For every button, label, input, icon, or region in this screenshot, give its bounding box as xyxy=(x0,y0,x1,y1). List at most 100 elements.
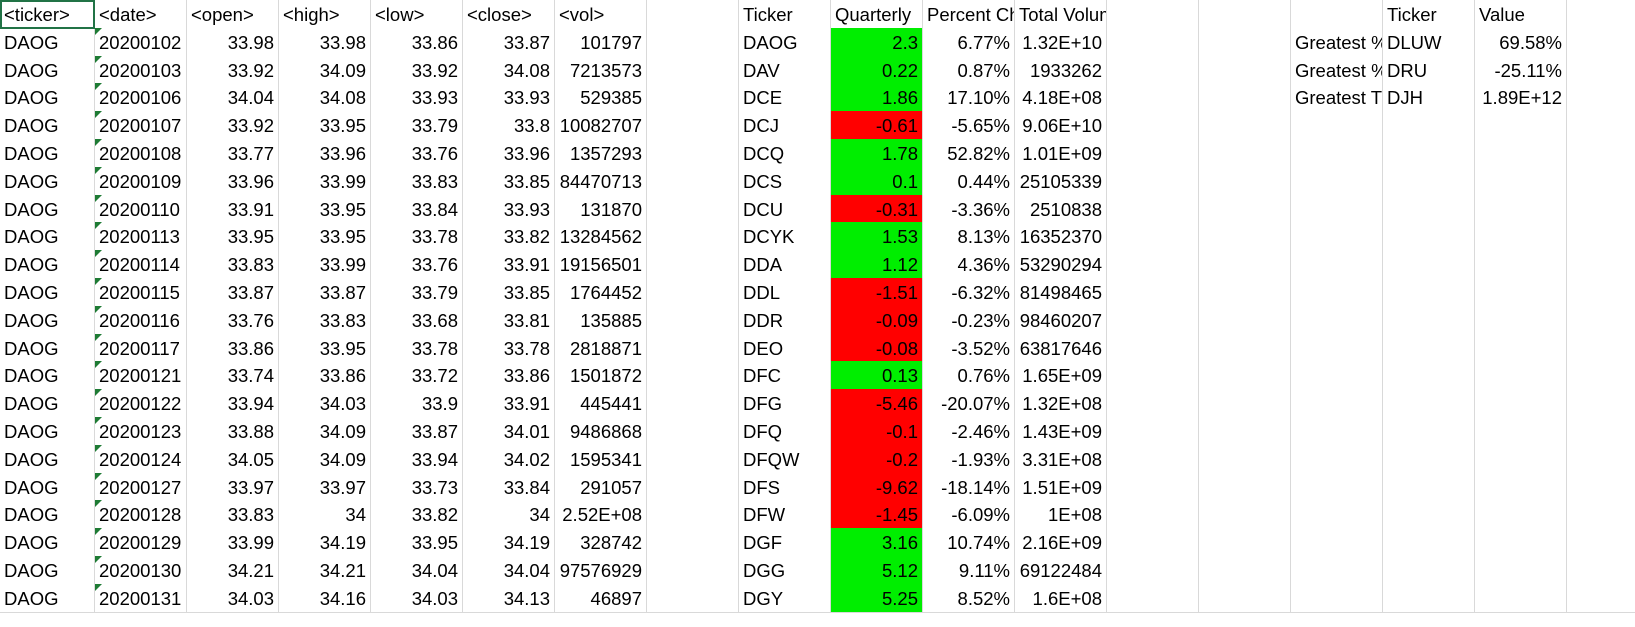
cell-blank-n[interactable] xyxy=(1199,250,1291,280)
cell-blank-r[interactable] xyxy=(1567,583,1635,613)
cell-percent-change[interactable]: -6.32% xyxy=(923,278,1015,307)
cell-blank-n[interactable] xyxy=(1199,528,1291,558)
cell-greatest-label[interactable] xyxy=(1291,528,1383,558)
header-cell-blank-r[interactable] xyxy=(1567,0,1635,29)
cell-date[interactable]: 20200124 xyxy=(95,444,187,474)
cell-low[interactable]: 33.72 xyxy=(371,361,463,391)
cell-ticker[interactable]: DAOG xyxy=(0,417,95,446)
cell-greatest-value[interactable] xyxy=(1475,222,1567,252)
cell-total-volume[interactable]: 1.43E+09 xyxy=(1015,417,1107,446)
cell-total-volume[interactable]: 3.31E+08 xyxy=(1015,444,1107,474)
cell-percent-change[interactable]: -18.14% xyxy=(923,472,1015,502)
cell-blank-h[interactable] xyxy=(647,500,739,530)
cell-blank-n[interactable] xyxy=(1199,444,1291,474)
cell-quarterly-change[interactable]: -1.51 xyxy=(831,278,923,307)
cell-close[interactable]: 33.81 xyxy=(463,305,555,335)
cell-quarterly-change[interactable]: -0.09 xyxy=(831,305,923,335)
cell-blank-h[interactable] xyxy=(647,166,739,196)
cell-high[interactable]: 33.87 xyxy=(279,278,371,307)
cell-open[interactable]: 33.98 xyxy=(187,27,279,57)
cell-blank-r[interactable] xyxy=(1567,166,1635,196)
cell-total-volume[interactable]: 1933262 xyxy=(1015,55,1107,85)
cell-date[interactable]: 20200102 xyxy=(95,27,187,57)
cell-greatest-ticker[interactable] xyxy=(1383,111,1475,141)
cell-blank-r[interactable] xyxy=(1567,250,1635,280)
cell-vol[interactable]: 1595341 xyxy=(555,444,647,474)
cell-greatest-label[interactable] xyxy=(1291,222,1383,252)
cell-high[interactable]: 34.21 xyxy=(279,556,371,585)
header-cell-summary-ticker[interactable]: Ticker xyxy=(739,0,831,29)
cell-greatest-ticker[interactable]: DLUW xyxy=(1383,27,1475,57)
header-cell-total-volume[interactable]: Total Volume xyxy=(1015,0,1107,29)
cell-blank-h[interactable] xyxy=(647,556,739,585)
cell-ticker[interactable]: DAOG xyxy=(0,250,95,280)
cell-blank-n[interactable] xyxy=(1199,556,1291,585)
cell-date[interactable]: 20200121 xyxy=(95,361,187,391)
cell-quarterly-change[interactable]: -1.45 xyxy=(831,500,923,530)
cell-greatest-label[interactable] xyxy=(1291,500,1383,530)
cell-percent-change[interactable]: 0.76% xyxy=(923,361,1015,391)
cell-close[interactable]: 33.85 xyxy=(463,166,555,196)
cell-blank-h[interactable] xyxy=(647,333,739,363)
cell-percent-change[interactable]: -2.46% xyxy=(923,417,1015,446)
cell-open[interactable]: 33.86 xyxy=(187,333,279,363)
cell-greatest-value[interactable] xyxy=(1475,361,1567,391)
cell-close[interactable]: 34 xyxy=(463,500,555,530)
cell-close[interactable]: 33.93 xyxy=(463,194,555,224)
cell-summary-ticker[interactable]: DEO xyxy=(739,333,831,363)
cell-ticker[interactable]: DAOG xyxy=(0,83,95,113)
cell-high[interactable]: 33.99 xyxy=(279,166,371,196)
cell-high[interactable]: 33.98 xyxy=(279,27,371,57)
cell-greatest-ticker[interactable] xyxy=(1383,472,1475,502)
cell-blank-r[interactable] xyxy=(1567,111,1635,141)
cell-quarterly-change[interactable]: 1.78 xyxy=(831,139,923,168)
cell-vol[interactable]: 10082707 xyxy=(555,111,647,141)
cell-date[interactable]: 20200127 xyxy=(95,472,187,502)
cell-low[interactable]: 33.94 xyxy=(371,444,463,474)
cell-open[interactable]: 33.99 xyxy=(187,528,279,558)
header-cell-close[interactable]: <close> xyxy=(463,0,555,29)
cell-total-volume[interactable]: 1.32E+10 xyxy=(1015,27,1107,57)
cell-blank-h[interactable] xyxy=(647,528,739,558)
cell-percent-change[interactable]: -20.07% xyxy=(923,389,1015,419)
cell-low[interactable]: 33.87 xyxy=(371,417,463,446)
cell-vol[interactable]: 84470713 xyxy=(555,166,647,196)
cell-vol[interactable]: 445441 xyxy=(555,389,647,419)
header-cell-blank-h[interactable] xyxy=(647,0,739,29)
cell-blank-r[interactable] xyxy=(1567,194,1635,224)
cell-total-volume[interactable]: 1E+08 xyxy=(1015,500,1107,530)
cell-open[interactable]: 33.92 xyxy=(187,55,279,85)
cell-quarterly-change[interactable]: 3.16 xyxy=(831,528,923,558)
cell-greatest-ticker[interactable]: DRU xyxy=(1383,55,1475,85)
cell-vol[interactable]: 2.52E+08 xyxy=(555,500,647,530)
cell-close[interactable]: 34.08 xyxy=(463,55,555,85)
cell-greatest-value[interactable] xyxy=(1475,500,1567,530)
cell-blank-n[interactable] xyxy=(1199,333,1291,363)
cell-open[interactable]: 33.83 xyxy=(187,500,279,530)
cell-greatest-ticker[interactable] xyxy=(1383,583,1475,613)
cell-low[interactable]: 33.84 xyxy=(371,194,463,224)
cell-greatest-value[interactable]: -25.11% xyxy=(1475,55,1567,85)
cell-greatest-label[interactable] xyxy=(1291,194,1383,224)
cell-ticker[interactable]: DAOG xyxy=(0,333,95,363)
cell-greatest-label[interactable] xyxy=(1291,278,1383,307)
cell-greatest-label[interactable]: Greatest % xyxy=(1291,27,1383,57)
cell-blank-m[interactable] xyxy=(1107,556,1199,585)
cell-blank-m[interactable] xyxy=(1107,500,1199,530)
cell-greatest-ticker[interactable] xyxy=(1383,556,1475,585)
cell-close[interactable]: 33.8 xyxy=(463,111,555,141)
cell-percent-change[interactable]: 17.10% xyxy=(923,83,1015,113)
cell-close[interactable]: 33.86 xyxy=(463,361,555,391)
cell-vol[interactable]: 9486868 xyxy=(555,417,647,446)
cell-percent-change[interactable]: 0.44% xyxy=(923,166,1015,196)
cell-blank-h[interactable] xyxy=(647,139,739,168)
cell-date[interactable]: 20200103 xyxy=(95,55,187,85)
cell-greatest-value[interactable] xyxy=(1475,333,1567,363)
cell-quarterly-change[interactable]: 5.12 xyxy=(831,556,923,585)
cell-close[interactable]: 34.04 xyxy=(463,556,555,585)
cell-open[interactable]: 33.92 xyxy=(187,111,279,141)
cell-date[interactable]: 20200107 xyxy=(95,111,187,141)
cell-low[interactable]: 33.92 xyxy=(371,55,463,85)
cell-greatest-ticker[interactable] xyxy=(1383,500,1475,530)
cell-percent-change[interactable]: -6.09% xyxy=(923,500,1015,530)
